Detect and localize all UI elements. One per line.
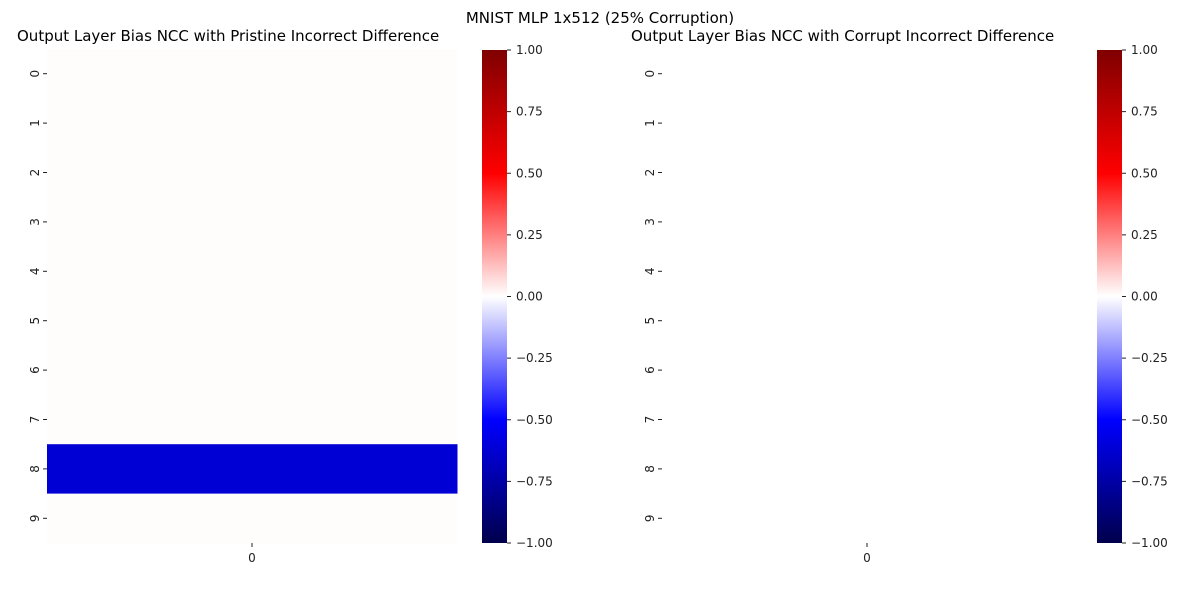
left-colorbar-tick-label-8: −1.00: [516, 536, 553, 550]
right-y-tick-label-4: 4: [643, 267, 657, 275]
right-colorbar-tick-label-4: 0.00: [1131, 290, 1158, 304]
left-y-tick-label-9: 9: [28, 514, 42, 522]
left-y-tick-label-6: 6: [28, 366, 42, 374]
left-colorbar-tick-label-7: −0.75: [516, 474, 553, 488]
right-heatmap-cell-1-0: [662, 98, 1073, 149]
right-y-tick-label-5: 5: [643, 317, 657, 325]
left-heatmap-cell-1-0: [47, 98, 458, 149]
left-colorbar-tick-label-6: −0.50: [516, 413, 553, 427]
right-heatmap-cell-9-0: [662, 493, 1073, 544]
right-colorbar-tick-label-3: 0.25: [1131, 228, 1158, 242]
left-heatmap-cell-6-0: [47, 345, 458, 396]
left-y-tick-label-5: 5: [28, 317, 42, 325]
left-heatmap-cell-2-0: [47, 147, 458, 198]
left-heatmap-title: Output Layer Bias NCC with Pristine Inco…: [17, 27, 440, 45]
left-y-tick-label-0: 0: [28, 70, 42, 78]
left-y-tick-label-2: 2: [28, 169, 42, 177]
right-y-tick-label-7: 7: [643, 416, 657, 424]
right-x-tick-label-0: 0: [863, 551, 871, 565]
right-y-tick-label-9: 9: [643, 514, 657, 522]
right-heatmap-title: Output Layer Bias NCC with Corrupt Incor…: [631, 27, 1055, 45]
right-colorbar-tick-label-7: −0.75: [1131, 474, 1168, 488]
right-heatmap-cell-0-0: [662, 49, 1073, 99]
left-colorbar-tick-label-2: 0.50: [516, 166, 543, 180]
right-colorbar-tick-label-1: 0.75: [1131, 105, 1158, 119]
right-y-tick-label-0: 0: [643, 70, 657, 78]
right-colorbar-tick-label-0: 1.00: [1131, 43, 1158, 57]
left-heatmap-cell-9-0: [47, 493, 458, 544]
left-y-tick-label-1: 1: [28, 119, 42, 127]
figure-suptitle: MNIST MLP 1x512 (25% Corruption): [465, 9, 735, 27]
left-colorbar-tick-label-5: −0.25: [516, 351, 553, 365]
left-x-tick-label-0: 0: [248, 551, 256, 565]
right-heatmap-cell-6-0: [662, 345, 1073, 396]
left-y-tick-label-3: 3: [28, 218, 42, 226]
left-colorbar-tick-label-0: 1.00: [516, 43, 543, 57]
left-colorbar-tick-label-4: 0.00: [516, 290, 543, 304]
right-y-tick-label-3: 3: [643, 218, 657, 226]
right-colorbar-tick-label-8: −1.00: [1131, 536, 1168, 550]
right-heatmap-cell-8-0: [662, 444, 1073, 495]
right-heatmap-cell-3-0: [662, 197, 1073, 248]
right-y-tick-label-6: 6: [643, 366, 657, 374]
right-heatmap-cell-4-0: [662, 246, 1073, 297]
left-colorbar-tick-label-1: 0.75: [516, 105, 543, 119]
right-y-tick-label-1: 1: [643, 119, 657, 127]
left-heatmap-cell-8-0: [47, 444, 458, 495]
left-heatmap-cell-4-0: [47, 246, 458, 297]
left-colorbar-tick-label-3: 0.25: [516, 228, 543, 242]
right-y-tick-label-8: 8: [643, 465, 657, 473]
right-y-tick-label-2: 2: [643, 169, 657, 177]
right-colorbar-tick-label-6: −0.50: [1131, 413, 1168, 427]
right-heatmap-cell-2-0: [662, 147, 1073, 198]
right-colorbar-tick-label-2: 0.50: [1131, 166, 1158, 180]
right-heatmap-cell-7-0: [662, 394, 1073, 445]
left-heatmap-cell-0-0: [47, 49, 458, 99]
right-colorbar: [1097, 50, 1122, 543]
right-colorbar-tick-label-5: −0.25: [1131, 351, 1168, 365]
right-heatmap-cell-5-0: [662, 296, 1073, 346]
left-heatmap-cell-3-0: [47, 197, 458, 248]
left-y-tick-label-8: 8: [28, 465, 42, 473]
left-colorbar: [482, 50, 507, 543]
left-heatmap-cell-5-0: [47, 296, 458, 346]
left-heatmap-cell-7-0: [47, 394, 458, 445]
left-y-tick-label-4: 4: [28, 267, 42, 275]
left-y-tick-label-7: 7: [28, 416, 42, 424]
